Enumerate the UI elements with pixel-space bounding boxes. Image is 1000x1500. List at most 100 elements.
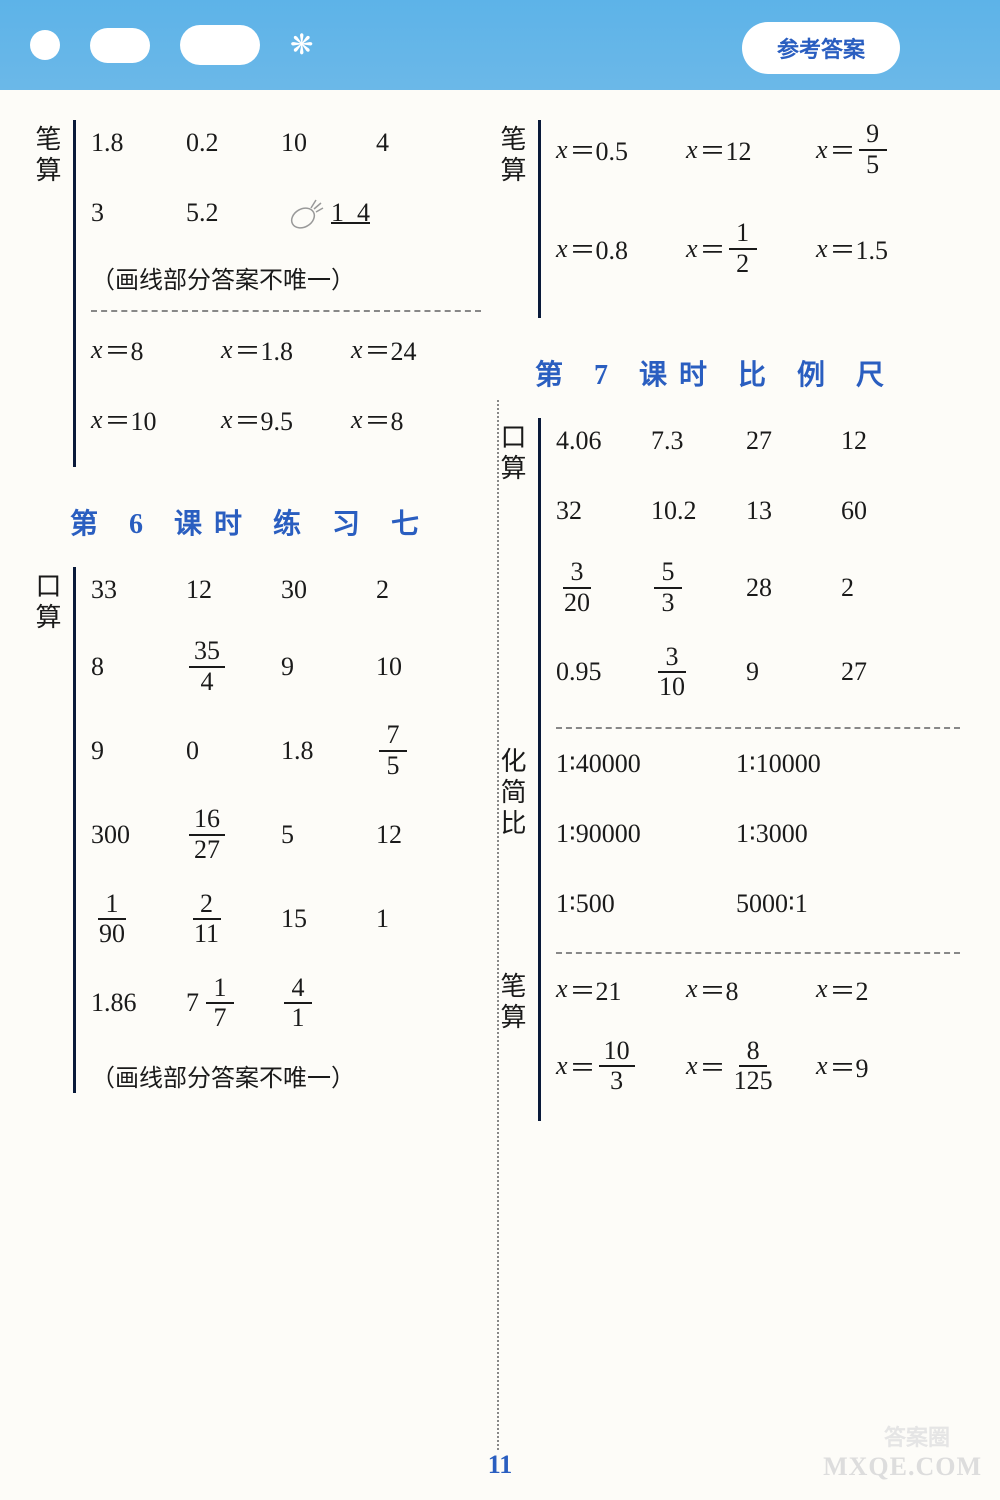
vertical-divider bbox=[497, 400, 499, 1450]
lesson7-bisuan: 笔算 x＝21x＝8x＝2 x＝103x＝8125x＝9 bbox=[500, 967, 960, 1121]
data-row: x＝10x＝9.5x＝8 bbox=[91, 397, 481, 442]
data-row: 1∶5005000∶1 bbox=[556, 882, 960, 927]
value-cell: 0.95 bbox=[556, 657, 651, 687]
value-cell: 1∶90000 bbox=[556, 819, 736, 849]
value-cell: 12 bbox=[186, 575, 281, 605]
value-cell: 2 bbox=[376, 575, 471, 605]
data-row: 190211151 bbox=[91, 890, 475, 949]
lesson6-title: 第 6 课时 练 习 七 bbox=[70, 502, 475, 542]
carrot-icon bbox=[281, 190, 331, 235]
value-cell: x＝24 bbox=[351, 331, 481, 368]
data-row: x＝0.8x＝12x＝1.5 bbox=[556, 219, 960, 278]
value-cell: 33 bbox=[91, 575, 186, 605]
value-cell: 0 bbox=[186, 736, 281, 766]
value-cell: 9 bbox=[746, 657, 841, 687]
value-cell: 27 bbox=[841, 657, 936, 687]
value-cell: 12 bbox=[376, 820, 471, 850]
watermark-text: MXQE.COM bbox=[823, 1452, 982, 1482]
data-row: 1.8671741 bbox=[91, 974, 475, 1033]
watermark-text: 答案圈 bbox=[884, 1420, 950, 1452]
value-cell: 354 bbox=[186, 637, 281, 696]
cloud-icon bbox=[30, 30, 60, 60]
data-row: 3001627512 bbox=[91, 805, 475, 864]
value-cell: 5.2 bbox=[186, 198, 281, 228]
data-row: x＝21x＝8x＝2 bbox=[556, 967, 960, 1012]
data-row: 1∶900001∶3000 bbox=[556, 812, 960, 857]
side-label-kousuan: 口算 bbox=[500, 418, 538, 743]
value-cell: x＝10 bbox=[91, 401, 221, 438]
value-cell: 5000∶1 bbox=[736, 889, 916, 919]
data-row: 32053282 bbox=[556, 558, 960, 617]
value-cell: 30 bbox=[281, 575, 376, 605]
top-left-block: 笔算 1.80.210435.21 4 （画线部分答案不唯一） x＝8x＝1.8… bbox=[35, 120, 475, 467]
value-cell: x＝8 bbox=[686, 971, 816, 1008]
lesson7-kousuan: 口算 4.067.32712 3210.21360 32053282 0.953109… bbox=[500, 418, 960, 743]
answer-badge: 参考答案 bbox=[742, 22, 900, 74]
side-label-kousuan: 口算 bbox=[35, 567, 73, 1093]
value-cell: 9 bbox=[91, 736, 186, 766]
value-cell: 41 bbox=[281, 974, 376, 1033]
value-cell: 211 bbox=[186, 890, 281, 949]
block-content: 1∶400001∶10000 1∶900001∶3000 1∶5005000∶1 bbox=[538, 742, 960, 969]
side-label-bisuan: 笔算 bbox=[500, 967, 538, 1121]
value-cell: 1.8 bbox=[91, 128, 186, 158]
cloud-icon bbox=[180, 25, 260, 65]
note-text: （画线部分答案不唯一） bbox=[91, 1058, 475, 1093]
value-cell: 1 bbox=[376, 904, 471, 934]
cloud-decorations: ❋ bbox=[30, 25, 313, 65]
block-content: 4.067.32712 3210.21360 32053282 0.95310927 bbox=[538, 418, 960, 743]
value-cell: 60 bbox=[841, 496, 936, 526]
data-row: x＝8x＝1.8x＝24 bbox=[91, 327, 481, 372]
lesson6-block: 口算 33123028354910901.8753001627512190211… bbox=[35, 567, 475, 1093]
value-cell: 1∶40000 bbox=[556, 749, 736, 779]
value-cell: 320 bbox=[556, 558, 651, 617]
value-cell: 53 bbox=[651, 558, 746, 617]
value-cell: 13 bbox=[746, 496, 841, 526]
value-cell: 0.2 bbox=[186, 128, 281, 158]
data-row: 0.95310927 bbox=[556, 643, 960, 702]
value-cell: x＝2 bbox=[816, 971, 946, 1008]
header-banner: ❋ 参考答案 bbox=[0, 0, 1000, 90]
value-cell: 10.2 bbox=[651, 496, 746, 526]
cloud-icon bbox=[90, 28, 150, 63]
value-cell: 9 bbox=[281, 652, 376, 682]
value-cell: x＝1.5 bbox=[816, 230, 946, 267]
side-label-bisuan: 笔算 bbox=[35, 120, 73, 467]
value-cell: 8 bbox=[91, 652, 186, 682]
value-cell: 4.06 bbox=[556, 426, 651, 456]
top-right-block: 笔算 x＝0.5x＝12x＝95x＝0.8x＝12x＝1.5 bbox=[500, 120, 960, 318]
value-cell: 300 bbox=[91, 820, 186, 850]
side-label-bisuan: 笔算 bbox=[500, 120, 538, 318]
side-label-huajian: 化简比 bbox=[500, 742, 538, 969]
value-cell: x＝95 bbox=[816, 120, 946, 179]
value-cell: x＝12 bbox=[686, 219, 816, 278]
value-cell: 1 4 bbox=[331, 198, 426, 228]
data-row: 3210.21360 bbox=[556, 488, 960, 533]
data-row: 901.875 bbox=[91, 721, 475, 780]
dashed-separator bbox=[556, 952, 960, 954]
value-cell: 717 bbox=[186, 974, 281, 1033]
value-cell: x＝9 bbox=[816, 1048, 946, 1085]
block-content: x＝0.5x＝12x＝95x＝0.8x＝12x＝1.5 bbox=[538, 120, 960, 318]
value-cell: 1627 bbox=[186, 805, 281, 864]
value-cell: x＝103 bbox=[556, 1037, 686, 1096]
value-cell: 75 bbox=[376, 721, 471, 780]
value-cell: x＝8125 bbox=[686, 1037, 816, 1096]
data-row: 4.067.32712 bbox=[556, 418, 960, 463]
value-cell: 1.8 bbox=[281, 736, 376, 766]
left-column: 笔算 1.80.210435.21 4 （画线部分答案不唯一） x＝8x＝1.8… bbox=[35, 120, 475, 1131]
data-row: x＝103x＝8125x＝9 bbox=[556, 1037, 960, 1096]
dashed-separator bbox=[556, 727, 960, 729]
data-row: 8354910 bbox=[91, 637, 475, 696]
value-cell: 4 bbox=[376, 128, 471, 158]
value-cell: 5 bbox=[281, 820, 376, 850]
value-cell: 1∶10000 bbox=[736, 749, 916, 779]
value-cell: 32 bbox=[556, 496, 651, 526]
value-cell: x＝0.8 bbox=[556, 230, 686, 267]
note-text: （画线部分答案不唯一） bbox=[91, 260, 481, 295]
value-cell: 28 bbox=[746, 573, 841, 603]
value-cell: x＝9.5 bbox=[221, 401, 351, 438]
value-cell: x＝12 bbox=[686, 131, 816, 168]
data-row: 1∶400001∶10000 bbox=[556, 742, 960, 787]
page-content: 笔算 1.80.210435.21 4 （画线部分答案不唯一） x＝8x＝1.8… bbox=[0, 90, 1000, 1131]
